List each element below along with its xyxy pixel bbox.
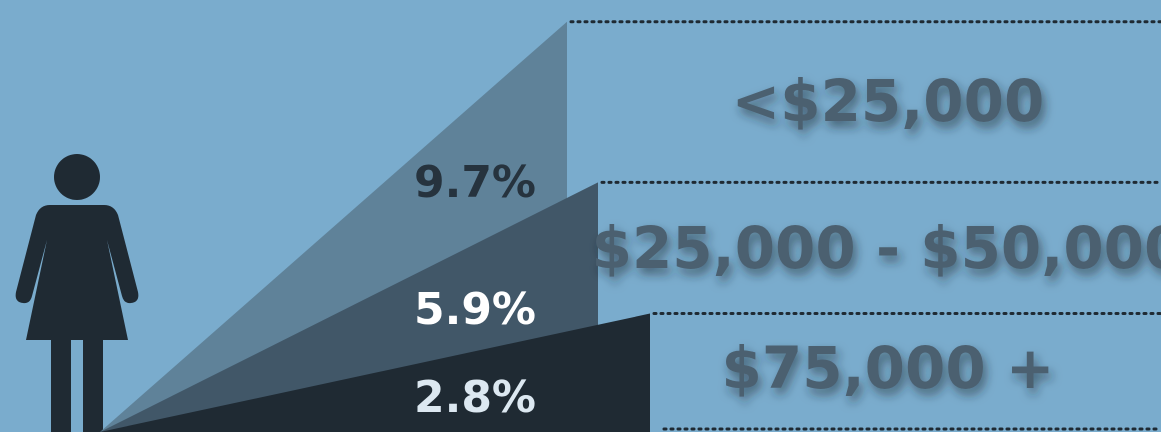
woman-icon <box>15 154 139 432</box>
value-label: 5.9% <box>414 284 536 335</box>
value-label: 9.7% <box>414 157 536 208</box>
wedge <box>100 313 650 432</box>
value-label: 2.8% <box>414 372 536 423</box>
category-label: <$25,000 <box>732 67 1045 135</box>
category-label: $25,000 - $50,000 <box>592 214 1161 282</box>
category-label: $75,000 + <box>722 334 1055 402</box>
